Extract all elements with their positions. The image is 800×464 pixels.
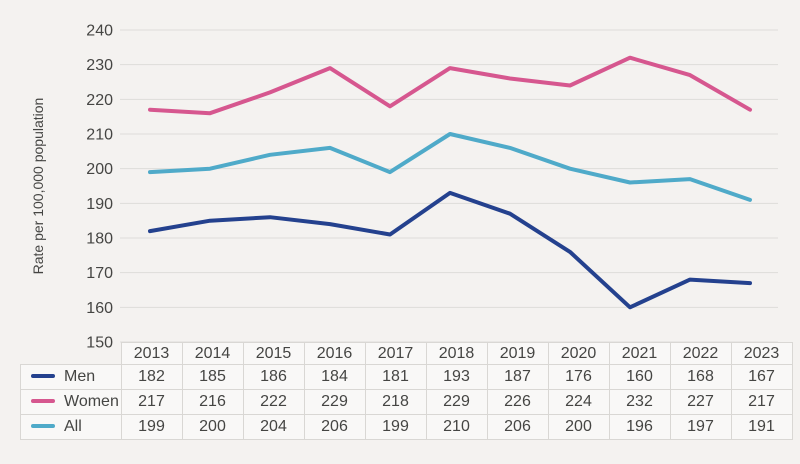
- value-cell: 206: [303, 414, 366, 440]
- value-cell: 199: [364, 414, 427, 440]
- year-header: 2016: [303, 342, 366, 365]
- value-cell: 176: [547, 364, 610, 390]
- value-cell: 199: [120, 414, 183, 440]
- value-cell: 217: [120, 389, 183, 415]
- y-tick-label: 180: [86, 231, 113, 248]
- value-cell: 185: [181, 364, 244, 390]
- table-row-men: Men 182 185 186 184 181 193 187 176 160 168 167: [20, 364, 793, 390]
- legend-line-swatch: [31, 398, 55, 403]
- legend-label: Women: [64, 392, 119, 410]
- value-cell: 186: [242, 364, 305, 390]
- year-header: 2022: [669, 342, 732, 365]
- value-cell: 181: [364, 364, 427, 390]
- table-row-all: All 199 200 204 206 199 210 206 200 196 197 191: [20, 414, 793, 440]
- value-cell: 197: [669, 414, 732, 440]
- y-tick-label: 160: [86, 300, 113, 317]
- y-tick-label: 200: [86, 161, 113, 178]
- legend-label: Men: [64, 367, 96, 385]
- line-chart: 150 160 170 180 190 200 210 220 230 240: [86, 23, 778, 351]
- value-cell: 227: [669, 389, 732, 415]
- value-cell: 168: [669, 364, 732, 390]
- value-cell: 222: [242, 389, 305, 415]
- y-tick-label: 150: [86, 335, 113, 351]
- table-header-row: 2013 2014 2015 2016 2017 2018 2019 2020 2021 2022…: [21, 342, 793, 365]
- y-tick-label: 220: [86, 92, 113, 109]
- value-cell: 226: [486, 389, 549, 415]
- year-header: 2014: [181, 342, 244, 365]
- year-header: 2018: [425, 342, 488, 365]
- series-line-women: [148, 55, 752, 116]
- year-header: 2013: [120, 342, 183, 365]
- y-tick-label: 210: [86, 127, 113, 144]
- value-cell: 200: [181, 414, 244, 440]
- value-cell: 229: [303, 389, 366, 415]
- value-cell: 200: [547, 414, 610, 440]
- year-header: 2019: [486, 342, 549, 365]
- value-cell: 206: [486, 414, 549, 440]
- series-line-all: [148, 132, 752, 202]
- value-cell: 204: [242, 414, 305, 440]
- chart-data-table: 2013 2014 2015 2016 2017 2018 2019 2020 2021 2022…: [20, 342, 793, 440]
- legend-line-swatch: [31, 423, 55, 428]
- value-cell: 191: [730, 414, 793, 440]
- value-cell: 187: [486, 364, 549, 390]
- y-tick-label: 240: [86, 23, 113, 40]
- y-tick-label: 230: [86, 57, 113, 74]
- value-cell: 217: [730, 389, 793, 415]
- legend-label: All: [64, 417, 82, 435]
- y-tick-label: 190: [86, 196, 113, 213]
- value-cell: 216: [181, 389, 244, 415]
- value-cell: 193: [425, 364, 488, 390]
- value-cell: 224: [547, 389, 610, 415]
- value-cell: 167: [730, 364, 793, 390]
- table-corner-cell: [21, 343, 122, 365]
- year-header: 2023: [730, 342, 793, 365]
- value-cell: 196: [608, 414, 671, 440]
- value-cell: 184: [303, 364, 366, 390]
- legend-cell-men: Men: [20, 364, 122, 390]
- value-cell: 160: [608, 364, 671, 390]
- year-header: 2015: [242, 342, 305, 365]
- table-row-women: Women 217 216 222 229 218 229 226 224 232 227 217: [20, 389, 793, 415]
- legend-cell-all: All: [20, 414, 122, 440]
- year-header: 2020: [547, 342, 610, 365]
- legend-line-swatch: [31, 373, 55, 378]
- value-cell: 229: [425, 389, 488, 415]
- series-line-men: [148, 190, 752, 310]
- y-tick-label: 170: [86, 265, 113, 282]
- value-cell: 218: [364, 389, 427, 415]
- value-cell: 232: [608, 389, 671, 415]
- year-header: 2021: [608, 342, 671, 365]
- year-header: 2017: [364, 342, 427, 365]
- legend-cell-women: Women: [20, 389, 122, 415]
- value-cell: 210: [425, 414, 488, 440]
- value-cell: 182: [120, 364, 183, 390]
